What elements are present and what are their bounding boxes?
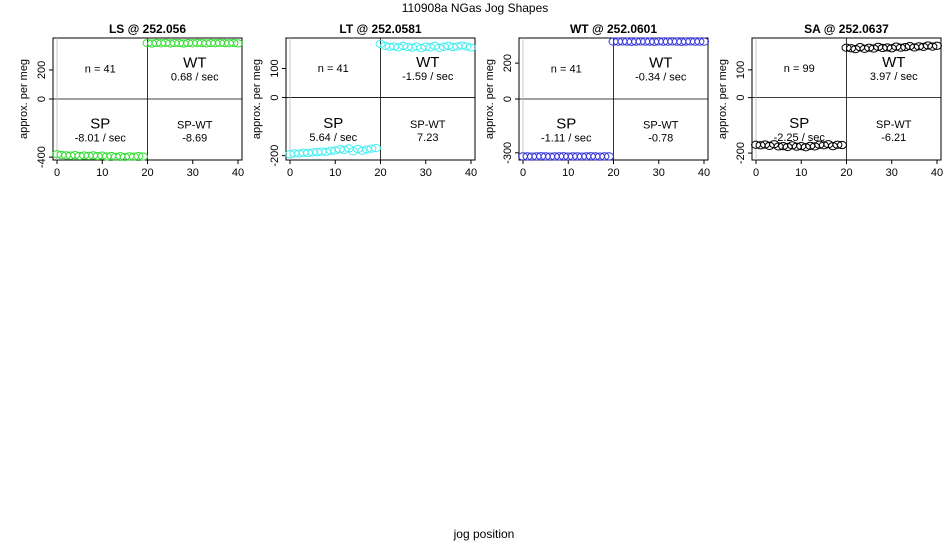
x-tick-label: 40 bbox=[232, 167, 244, 179]
panel-title: SA @ 252.0637 bbox=[804, 22, 889, 36]
diff-value: -8.69 bbox=[182, 133, 207, 145]
sp-label: SP bbox=[789, 115, 809, 132]
y-tick-label: 100 bbox=[269, 59, 281, 77]
y-tick-label: 0 bbox=[735, 95, 747, 101]
data-point bbox=[366, 144, 377, 153]
y-axis-label: approx. per meg bbox=[18, 59, 30, 139]
data-point bbox=[832, 140, 843, 149]
x-tick-label: 30 bbox=[886, 167, 898, 179]
y-tick-label: 0 bbox=[36, 96, 48, 102]
x-tick-label: 20 bbox=[141, 167, 153, 179]
x-tick-label: 20 bbox=[840, 167, 852, 179]
x-tick-label: 0 bbox=[753, 167, 759, 179]
data-point bbox=[137, 152, 148, 161]
x-tick-label: 40 bbox=[698, 167, 710, 179]
y-tick-label: -200 bbox=[269, 145, 281, 167]
sp-rate: -1.11 / sec bbox=[541, 133, 592, 145]
panel-title: LS @ 252.056 bbox=[109, 22, 186, 36]
x-tick-label: 10 bbox=[96, 167, 108, 179]
y-axis-label: approx. per meg bbox=[251, 59, 263, 139]
y-tick-label: -200 bbox=[735, 142, 747, 164]
x-tick-label: 0 bbox=[287, 167, 293, 179]
panel-sa: SA @ 252.0637 0 10 20 30 40 -200 0 100 approx. pe… bbox=[717, 22, 943, 179]
x-tick-label: 0 bbox=[54, 167, 60, 179]
sp-label: SP bbox=[556, 116, 576, 133]
x-tick-label: 30 bbox=[187, 167, 199, 179]
panel-ls: LS @ 252.056 0 10 20 30 40 -400 0 200 approx. per… bbox=[18, 22, 244, 179]
panel-lt: LT @ 252.0581 0 10 20 30 40 -200 0 100 approx. pe… bbox=[251, 22, 477, 179]
diff-label: SP-WT bbox=[410, 119, 446, 131]
wt-rate: 0.68 / sec bbox=[171, 72, 219, 84]
y-tick-label: 200 bbox=[502, 54, 514, 72]
wt-label: WT bbox=[416, 54, 439, 71]
panel-title: LT @ 252.0581 bbox=[339, 22, 422, 36]
figure-title: 110908a NGas Jog Shapes bbox=[402, 1, 549, 15]
x-tick-label: 30 bbox=[653, 167, 665, 179]
x-tick-label: 20 bbox=[374, 167, 386, 179]
data-point bbox=[599, 152, 610, 161]
diff-value: -6.21 bbox=[881, 132, 906, 144]
data-point bbox=[694, 37, 705, 46]
y-tick-label: -400 bbox=[36, 146, 48, 168]
diff-label: SP-WT bbox=[876, 119, 912, 131]
data-point bbox=[466, 43, 476, 52]
diff-value: 7.23 bbox=[417, 132, 438, 144]
data-point bbox=[699, 37, 709, 46]
sp-label: SP bbox=[90, 116, 110, 133]
sp-rate: -8.01 / sec bbox=[75, 133, 127, 145]
data-point bbox=[228, 38, 239, 48]
data-point bbox=[133, 151, 144, 161]
x-tick-label: 10 bbox=[329, 167, 341, 179]
sample-count: n = 41 bbox=[85, 64, 116, 76]
data-point bbox=[836, 140, 847, 150]
sample-count: n = 41 bbox=[551, 64, 582, 76]
data-point bbox=[233, 39, 243, 48]
data-point bbox=[370, 143, 381, 153]
wt-rate: -0.34 / sec bbox=[635, 72, 687, 84]
y-tick-label: -300 bbox=[502, 142, 514, 164]
data-point bbox=[398, 41, 409, 50]
y-tick-label: 0 bbox=[502, 96, 514, 102]
wt-rate: 3.97 / sec bbox=[870, 71, 918, 83]
data-point bbox=[456, 41, 467, 50]
wt-label: WT bbox=[649, 55, 672, 72]
x-tick-label: 20 bbox=[607, 167, 619, 179]
x-tick-label: 40 bbox=[465, 167, 477, 179]
sample-count: n = 41 bbox=[318, 63, 349, 75]
wt-label: WT bbox=[183, 55, 206, 72]
y-tick-label: 100 bbox=[735, 61, 747, 79]
x-tick-label: 10 bbox=[562, 167, 574, 179]
data-point bbox=[461, 42, 472, 51]
y-tick-label: 200 bbox=[36, 61, 48, 79]
x-tick-label: 30 bbox=[420, 167, 432, 179]
sp-rate: -2.25 / sec bbox=[774, 132, 826, 144]
sp-rate: 5.64 / sec bbox=[309, 132, 357, 144]
wt-rate: -1.59 / sec bbox=[402, 71, 454, 83]
diff-label: SP-WT bbox=[643, 120, 679, 132]
panel-title: WT @ 252.0601 bbox=[570, 22, 657, 36]
data-point bbox=[927, 42, 938, 51]
diff-label: SP-WT bbox=[177, 120, 213, 132]
x-tick-label: 40 bbox=[931, 167, 943, 179]
panel-wt: WT @ 252.0601 0 10 20 30 40 -300 0 200 approx. pe… bbox=[484, 22, 710, 179]
data-point bbox=[603, 152, 614, 161]
y-axis-label: approx. per meg bbox=[717, 59, 729, 139]
y-tick-label: 0 bbox=[269, 94, 281, 100]
data-point bbox=[434, 43, 445, 52]
x-axis-label: jog position bbox=[453, 527, 515, 541]
y-axis-label: approx. per meg bbox=[484, 59, 496, 139]
data-point bbox=[357, 146, 368, 155]
diff-value: -0.78 bbox=[648, 133, 673, 145]
data-point bbox=[932, 41, 942, 50]
x-tick-label: 0 bbox=[520, 167, 526, 179]
x-tick-label: 10 bbox=[795, 167, 807, 179]
wt-label: WT bbox=[882, 54, 905, 71]
sample-count: n = 99 bbox=[784, 63, 815, 75]
sp-label: SP bbox=[323, 115, 343, 132]
